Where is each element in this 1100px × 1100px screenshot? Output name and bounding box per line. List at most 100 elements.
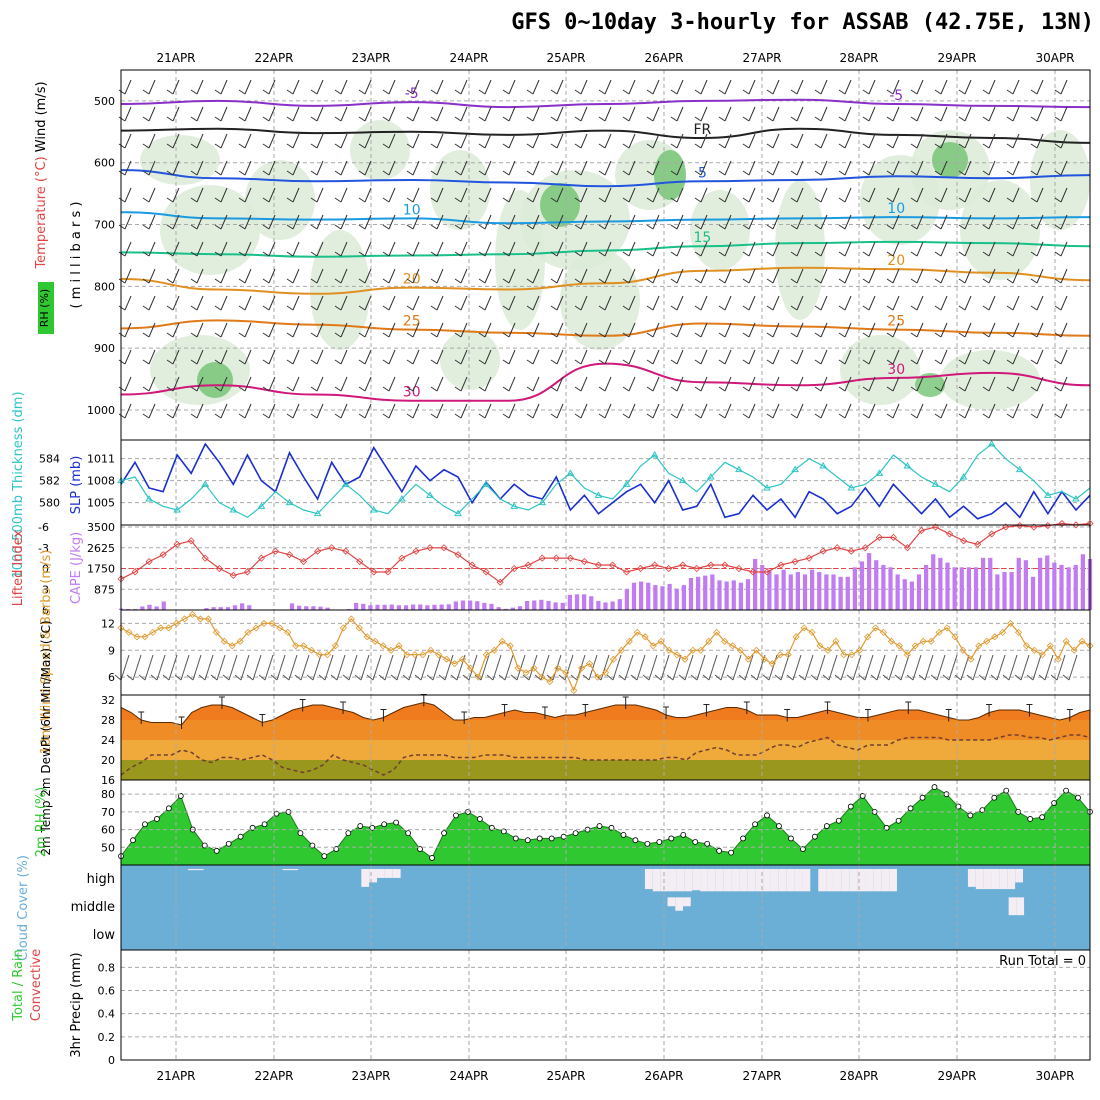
upper-wind-barb-tick bbox=[310, 359, 318, 365]
upper-wind-barb-tick bbox=[406, 224, 414, 230]
cape-bar bbox=[988, 557, 993, 610]
wind-barb bbox=[300, 654, 310, 681]
upper-wind-barb bbox=[868, 241, 876, 257]
wind-barb bbox=[504, 654, 514, 681]
upper-wind-barb bbox=[604, 376, 612, 392]
humidity-marker bbox=[859, 793, 866, 799]
cloud-middle-bar bbox=[675, 897, 683, 911]
upper-wind-barb-tick bbox=[1030, 197, 1038, 203]
upper-wind-barb-tick bbox=[598, 359, 606, 365]
wind-speed-marker bbox=[919, 637, 927, 645]
upper-wind-barb bbox=[172, 133, 180, 149]
upper-wind-barb-tick bbox=[958, 332, 966, 338]
wind-speed-marker bbox=[665, 646, 673, 654]
upper-wind-barb-tick bbox=[382, 359, 390, 365]
upper-wind-barb-tick bbox=[958, 278, 966, 284]
upper-wind-barb-tick bbox=[118, 89, 126, 95]
thickness-marker bbox=[313, 509, 322, 517]
upper-wind-barb bbox=[220, 322, 228, 338]
upper-wind-barb-tick bbox=[790, 224, 798, 230]
humidity-marker bbox=[883, 824, 890, 831]
upper-wind-barb bbox=[676, 79, 684, 95]
upper-wind-barb bbox=[124, 403, 132, 419]
wind-barb-tick bbox=[822, 674, 830, 681]
upper-wind-barb-tick bbox=[214, 116, 222, 122]
cloud-high-bar bbox=[826, 869, 834, 892]
cape-bar bbox=[396, 605, 401, 610]
wind-speed-marker bbox=[864, 633, 872, 641]
upper-wind-barb-tick bbox=[838, 413, 846, 419]
humidity-marker bbox=[919, 794, 926, 801]
upper-wind-barb bbox=[796, 160, 804, 176]
wind-speed-marker bbox=[316, 651, 324, 659]
lifted-index-marker bbox=[889, 533, 897, 541]
upper-wind-barb-tick bbox=[310, 251, 318, 257]
upper-wind-barb-tick bbox=[982, 386, 990, 392]
wind-barb bbox=[168, 654, 178, 681]
isotherm-label-25-0: 25 bbox=[403, 314, 421, 330]
upper-wind-barb bbox=[508, 187, 516, 203]
upper-wind-barb bbox=[796, 79, 804, 95]
wind-barb bbox=[144, 654, 154, 681]
thickness-marker bbox=[145, 495, 153, 502]
upper-wind-barb-tick bbox=[550, 386, 558, 392]
upper-wind-barb bbox=[436, 403, 444, 419]
humidity-marker bbox=[333, 846, 340, 852]
upper-wind-barb bbox=[652, 214, 660, 230]
upper-wind-barb-tick bbox=[310, 116, 318, 122]
lifted-index-marker bbox=[552, 554, 560, 562]
precip-panel-frame bbox=[120, 949, 1091, 1061]
upper-wind-barb-tick bbox=[910, 413, 918, 419]
upper-wind-barb-tick bbox=[694, 251, 702, 257]
rh-shade-19 bbox=[940, 350, 1040, 410]
upper-wind-barb bbox=[628, 322, 636, 338]
upper-wind-barb bbox=[196, 241, 204, 257]
upper-wind-barb-tick bbox=[646, 116, 654, 122]
upper-wind-barb bbox=[148, 106, 156, 122]
upper-wind-barb-tick bbox=[766, 278, 774, 284]
upper-wind-barb-tick bbox=[814, 224, 822, 230]
upper-wind-barb-tick bbox=[742, 386, 750, 392]
cloud-high-bar bbox=[802, 869, 811, 892]
upper-wind-barb-tick bbox=[982, 278, 990, 284]
upper-wind-barb-tick bbox=[454, 224, 462, 230]
upper-wind-barb-tick bbox=[622, 224, 630, 230]
upper-wind-barb-tick bbox=[574, 116, 582, 122]
wind-barb-tick bbox=[810, 674, 818, 681]
upper-wind-barb bbox=[748, 241, 756, 257]
upper-wind-barb-tick bbox=[934, 386, 942, 392]
cloud-high-bar bbox=[707, 869, 716, 892]
upper-wind-barb-tick bbox=[454, 116, 462, 122]
upper-wind-barb bbox=[748, 106, 756, 122]
upper-wind-barb-tick bbox=[1006, 251, 1014, 257]
wind-speed-marker bbox=[451, 660, 459, 668]
precip-convective-title: Convective bbox=[29, 949, 44, 1022]
wind-speed-marker bbox=[506, 642, 514, 650]
humidity-marker bbox=[237, 833, 244, 840]
upper-wind-barb bbox=[388, 403, 396, 419]
wind-speed-marker bbox=[1046, 642, 1054, 650]
upper-wind-barb bbox=[484, 268, 492, 284]
upper-wind-barb bbox=[748, 79, 756, 95]
upper-wind-barb bbox=[940, 241, 948, 257]
upper-wind-barb-tick bbox=[286, 170, 294, 176]
upper-wind-barb bbox=[964, 214, 972, 230]
top-day-label-1: 22APR bbox=[254, 51, 293, 65]
rh-high-shade-3 bbox=[197, 362, 233, 398]
upper-wind-barb-tick bbox=[478, 170, 486, 176]
cape-bar bbox=[240, 603, 245, 610]
upper-wind-barb-tick bbox=[118, 197, 126, 203]
wind-speed-marker bbox=[736, 646, 745, 654]
upper-wind-barb-tick bbox=[310, 305, 318, 311]
wind-speed-marker bbox=[713, 628, 721, 636]
wind-barb bbox=[876, 654, 886, 681]
cape-bar bbox=[411, 604, 416, 610]
upper-wind-barb-tick bbox=[118, 170, 126, 176]
upper-wind-barb bbox=[364, 322, 372, 338]
lifted-index-marker bbox=[749, 568, 757, 576]
wind-barb bbox=[648, 654, 658, 681]
upper-wind-barb bbox=[124, 79, 132, 95]
upper-wind-barb bbox=[916, 322, 924, 338]
wind-barb-tick bbox=[462, 674, 470, 681]
upper-wind-barb-tick bbox=[814, 251, 822, 257]
